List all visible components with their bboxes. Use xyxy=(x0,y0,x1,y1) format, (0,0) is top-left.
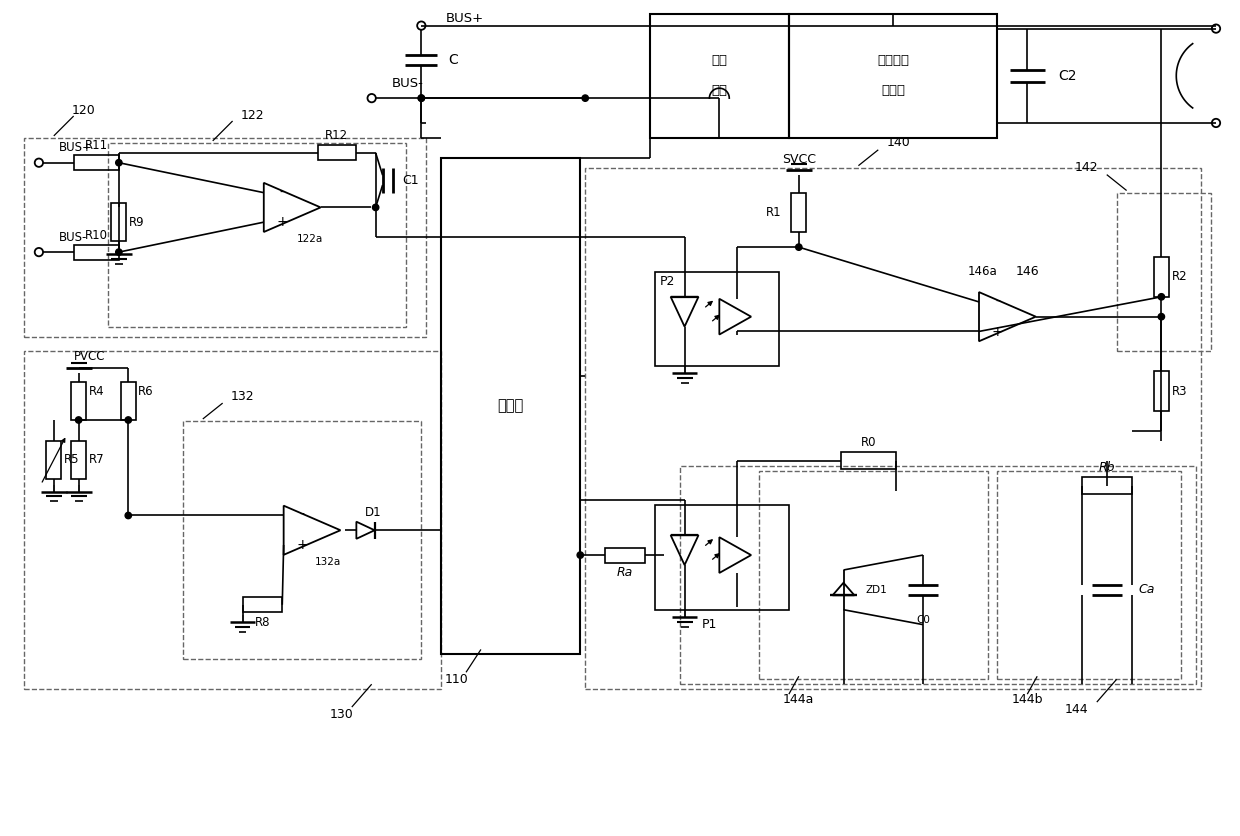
Text: R11: R11 xyxy=(84,140,108,152)
Text: 变换器: 变换器 xyxy=(882,84,905,97)
Bar xyxy=(655,272,779,366)
Text: 144b: 144b xyxy=(1012,692,1043,706)
Bar xyxy=(317,145,356,161)
Circle shape xyxy=(577,552,584,558)
Text: C0: C0 xyxy=(916,614,930,624)
Text: 控制器: 控制器 xyxy=(497,399,523,414)
Text: 串联谐振: 串联谐振 xyxy=(877,54,909,68)
Text: R6: R6 xyxy=(139,385,154,398)
Text: R9: R9 xyxy=(129,216,145,229)
Text: C2: C2 xyxy=(1058,69,1076,83)
Text: C1: C1 xyxy=(402,174,419,186)
Text: 110: 110 xyxy=(444,673,467,686)
Text: 146a: 146a xyxy=(967,266,997,278)
Text: 142: 142 xyxy=(1075,161,1099,174)
Bar xyxy=(24,138,427,337)
Bar xyxy=(759,471,987,680)
Bar xyxy=(243,597,283,612)
Circle shape xyxy=(115,249,122,255)
Bar xyxy=(1083,477,1132,494)
Text: PVCC: PVCC xyxy=(73,350,105,363)
Text: Rb: Rb xyxy=(1099,461,1115,474)
Bar xyxy=(71,382,86,420)
Circle shape xyxy=(125,417,131,423)
Bar xyxy=(74,155,119,171)
Text: R8: R8 xyxy=(254,616,270,630)
Bar xyxy=(997,471,1182,680)
Text: P2: P2 xyxy=(660,275,675,288)
Text: +: + xyxy=(992,324,1003,339)
Text: 122a: 122a xyxy=(298,234,324,244)
Text: R5: R5 xyxy=(64,453,79,466)
Text: 132: 132 xyxy=(231,390,254,403)
Text: R0: R0 xyxy=(861,436,877,449)
Text: D1: D1 xyxy=(365,506,381,519)
Text: R10: R10 xyxy=(86,229,108,242)
Bar xyxy=(605,548,645,563)
Text: BUS+: BUS+ xyxy=(446,13,485,25)
Circle shape xyxy=(1158,293,1164,300)
Bar xyxy=(112,203,126,241)
Text: R3: R3 xyxy=(1172,385,1187,398)
Text: 驱动: 驱动 xyxy=(712,54,728,68)
Bar xyxy=(24,351,441,689)
Circle shape xyxy=(372,204,378,211)
Circle shape xyxy=(418,95,424,101)
Bar xyxy=(791,192,806,232)
Text: R1: R1 xyxy=(766,206,781,219)
Bar xyxy=(184,421,422,660)
Circle shape xyxy=(115,160,122,166)
Text: 130: 130 xyxy=(330,707,353,721)
Text: 140: 140 xyxy=(887,136,910,150)
Text: R12: R12 xyxy=(325,130,348,142)
Text: 122: 122 xyxy=(241,109,264,121)
Bar xyxy=(680,466,1197,684)
Bar xyxy=(1117,192,1211,351)
Text: Ra: Ra xyxy=(616,567,634,579)
Bar xyxy=(1154,371,1169,411)
Text: R7: R7 xyxy=(89,453,104,466)
Bar xyxy=(46,441,61,478)
Bar xyxy=(650,13,789,138)
Bar xyxy=(441,158,580,655)
Bar xyxy=(74,245,119,259)
Text: ZD1: ZD1 xyxy=(866,585,887,595)
Text: R2: R2 xyxy=(1172,270,1187,283)
Text: +: + xyxy=(277,216,288,229)
Bar xyxy=(71,441,86,478)
Text: -: - xyxy=(994,295,999,308)
Text: R4: R4 xyxy=(89,385,104,398)
Text: 开关: 开关 xyxy=(712,84,728,97)
Text: BUS-: BUS- xyxy=(392,77,423,89)
Bar xyxy=(655,506,789,609)
Circle shape xyxy=(418,95,424,101)
Text: -: - xyxy=(280,186,285,200)
Bar xyxy=(841,452,895,469)
Bar xyxy=(789,13,997,138)
Text: BUS-: BUS- xyxy=(58,231,87,244)
Text: -: - xyxy=(300,508,305,522)
Circle shape xyxy=(125,512,131,518)
Circle shape xyxy=(796,244,802,250)
Text: C: C xyxy=(448,54,458,68)
Circle shape xyxy=(76,417,82,423)
Text: P1: P1 xyxy=(702,618,717,631)
Circle shape xyxy=(1158,314,1164,320)
Bar xyxy=(585,168,1202,689)
Bar xyxy=(1154,257,1169,297)
Text: 144a: 144a xyxy=(784,692,815,706)
Bar xyxy=(120,382,135,420)
Circle shape xyxy=(582,95,589,101)
Text: 120: 120 xyxy=(72,104,95,116)
Text: 132a: 132a xyxy=(315,557,341,567)
Text: SVCC: SVCC xyxy=(781,153,816,166)
Text: Ca: Ca xyxy=(1138,584,1154,596)
Text: 146: 146 xyxy=(1016,266,1039,278)
Bar xyxy=(108,143,407,327)
Text: BUS+: BUS+ xyxy=(58,141,93,155)
Text: +: + xyxy=(296,538,308,552)
Text: 144: 144 xyxy=(1065,702,1089,716)
